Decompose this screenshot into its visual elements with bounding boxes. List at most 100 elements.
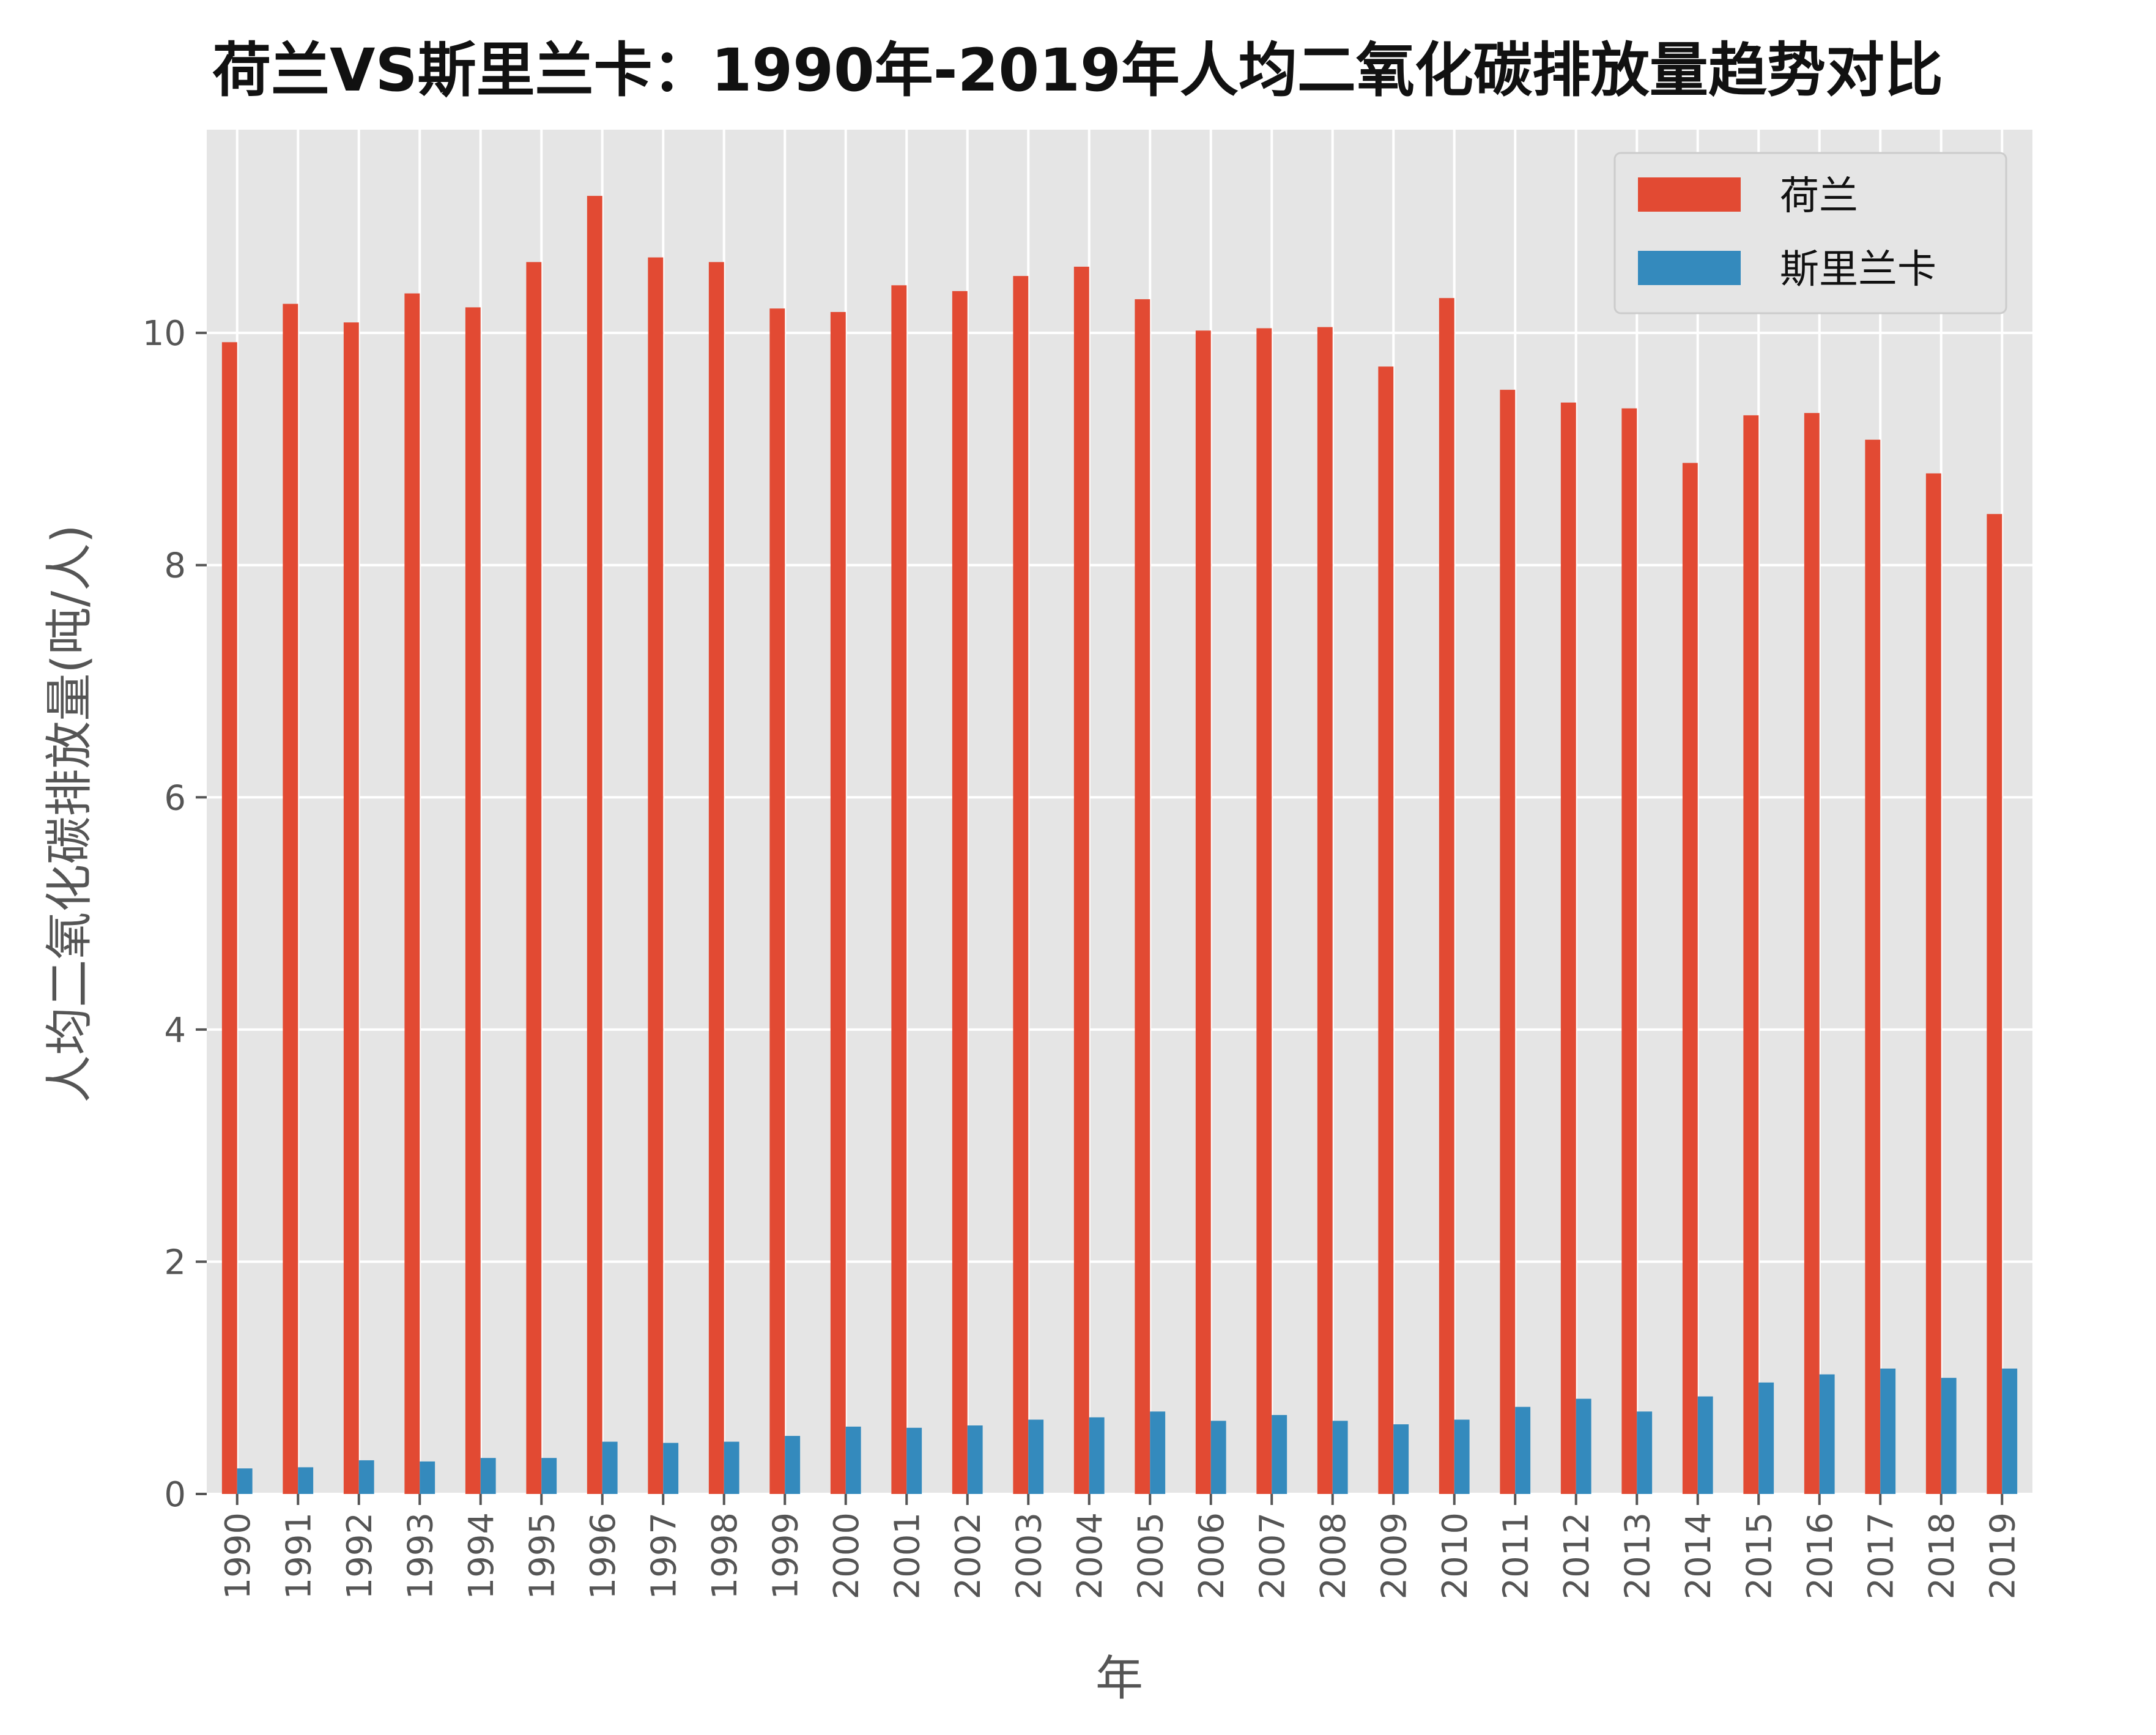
- bar-netherlands-2006: [1195, 330, 1211, 1494]
- legend-label-sri-lanka: 斯里兰卡: [1780, 247, 1936, 292]
- bar-sri-lanka-2014: [1697, 1396, 1713, 1494]
- bar-netherlands-1991: [283, 303, 298, 1494]
- x-tick-label: 2007: [1253, 1512, 1292, 1600]
- x-axis-label: 年: [1095, 1651, 1143, 1706]
- bar-sri-lanka-2019: [2002, 1369, 2018, 1494]
- y-tick-label: 6: [164, 778, 186, 818]
- bar-sri-lanka-1996: [602, 1441, 618, 1494]
- bar-netherlands-2000: [830, 311, 846, 1494]
- bar-sri-lanka-2013: [1637, 1411, 1653, 1494]
- x-tick-label: 2008: [1314, 1512, 1354, 1600]
- y-tick-label: 2: [164, 1243, 186, 1282]
- x-tick-label: 1991: [279, 1512, 319, 1600]
- y-tick-label: 10: [143, 314, 186, 354]
- bar-netherlands-2005: [1135, 299, 1150, 1494]
- chart-title: 荷兰VS斯里兰卡：1990年-2019年人均二氧化碳排放量趋势对比: [212, 36, 1943, 105]
- bar-sri-lanka-1992: [358, 1460, 374, 1494]
- bar-netherlands-2002: [952, 291, 968, 1495]
- bar-netherlands-1992: [343, 322, 359, 1494]
- bar-sri-lanka-1991: [298, 1467, 314, 1494]
- x-tick-label: 1995: [522, 1512, 562, 1600]
- bar-sri-lanka-2000: [845, 1426, 861, 1494]
- bar-sri-lanka-1998: [724, 1441, 739, 1494]
- x-tick-label: 1993: [401, 1512, 440, 1600]
- bar-sri-lanka-1994: [480, 1458, 496, 1494]
- x-tick-label: 2012: [1557, 1512, 1597, 1600]
- x-tick-label: 1994: [462, 1512, 502, 1600]
- x-axis-ticks: 1990 1991 1992 1993 1994 1995 1996 1997 1998 1999…: [218, 1494, 2023, 1600]
- x-tick-label: 2002: [949, 1512, 988, 1600]
- bar-netherlands-2010: [1439, 298, 1454, 1494]
- bar-netherlands-1997: [648, 257, 664, 1494]
- x-tick-label: 2003: [1009, 1512, 1049, 1600]
- bar-sri-lanka-2017: [1880, 1369, 1896, 1494]
- bar-netherlands-2015: [1743, 415, 1759, 1494]
- bar-netherlands-2009: [1378, 366, 1394, 1494]
- y-axis-label: 人均二氧化碳排放量(吨/人): [42, 524, 97, 1102]
- legend-swatch-netherlands: [1638, 177, 1741, 212]
- bar-netherlands-2017: [1865, 439, 1881, 1494]
- bar-sri-lanka-1995: [541, 1458, 557, 1494]
- bar-sri-lanka-2009: [1393, 1424, 1409, 1494]
- bar-sri-lanka-2016: [1819, 1374, 1835, 1494]
- bar-netherlands-2012: [1560, 403, 1576, 1494]
- bar-sri-lanka-2001: [906, 1427, 922, 1494]
- bar-sri-lanka-1990: [237, 1468, 253, 1494]
- bar-sri-lanka-2006: [1210, 1421, 1226, 1494]
- bar-netherlands-1994: [465, 307, 481, 1494]
- x-tick-label: 2019: [1983, 1512, 2023, 1600]
- bar-sri-lanka-2007: [1272, 1414, 1287, 1494]
- bar-sri-lanka-1999: [785, 1436, 801, 1494]
- bar-netherlands-2013: [1621, 408, 1637, 1494]
- plot-area: [207, 130, 2032, 1494]
- bar-sri-lanka-2010: [1454, 1419, 1470, 1494]
- y-tick-label: 4: [164, 1011, 186, 1050]
- x-tick-label: 2006: [1192, 1512, 1232, 1600]
- bar-sri-lanka-1997: [663, 1443, 679, 1494]
- bar-netherlands-2019: [1987, 514, 2002, 1494]
- bar-netherlands-2001: [891, 285, 907, 1494]
- x-tick-label: 1990: [218, 1512, 258, 1600]
- x-tick-label: 1999: [766, 1512, 806, 1600]
- x-tick-label: 1997: [644, 1512, 684, 1600]
- x-tick-label: 2016: [1801, 1512, 1840, 1600]
- bar-sri-lanka-2015: [1758, 1382, 1774, 1494]
- x-tick-label: 2011: [1496, 1512, 1536, 1600]
- x-tick-label: 2000: [827, 1512, 867, 1600]
- bar-sri-lanka-1993: [420, 1461, 435, 1494]
- x-tick-label: 2014: [1679, 1512, 1719, 1600]
- bar-netherlands-1998: [708, 262, 724, 1495]
- bar-sri-lanka-2018: [1941, 1378, 1957, 1494]
- x-tick-label: 2001: [887, 1512, 927, 1600]
- legend-label-netherlands: 荷兰: [1780, 174, 1858, 219]
- bar-netherlands-1999: [769, 308, 785, 1494]
- bar-netherlands-2016: [1804, 413, 1820, 1495]
- bar-sri-lanka-2004: [1089, 1417, 1105, 1494]
- x-tick-label: 1996: [583, 1512, 623, 1600]
- legend-swatch-sri-lanka: [1638, 251, 1741, 285]
- x-tick-label: 2015: [1739, 1512, 1779, 1600]
- y-tick-label: 8: [164, 546, 186, 586]
- legend: 荷兰 斯里兰卡: [1613, 152, 2007, 314]
- y-axis-ticks: 0 2 4 6 8 10: [143, 314, 207, 1515]
- x-tick-label: 1998: [705, 1512, 745, 1600]
- y-tick-label: 0: [164, 1475, 186, 1515]
- x-tick-label: 2004: [1070, 1512, 1110, 1600]
- bar-netherlands-1995: [526, 262, 542, 1495]
- bar-sri-lanka-2003: [1028, 1419, 1044, 1494]
- bar-sri-lanka-2008: [1332, 1421, 1348, 1494]
- x-tick-label: 2010: [1435, 1512, 1475, 1600]
- x-tick-label: 2017: [1861, 1512, 1901, 1600]
- bar-sri-lanka-2005: [1150, 1411, 1166, 1494]
- bar-sri-lanka-2012: [1576, 1399, 1591, 1494]
- bar-netherlands-2004: [1073, 266, 1089, 1494]
- bar-netherlands-2011: [1500, 390, 1516, 1494]
- bars: [221, 196, 2018, 1495]
- x-tick-label: 1992: [340, 1512, 380, 1600]
- x-tick-label: 2009: [1374, 1512, 1414, 1600]
- bar-sri-lanka-2011: [1515, 1406, 1531, 1494]
- x-tick-label: 2005: [1131, 1512, 1171, 1600]
- bar-netherlands-2014: [1682, 463, 1698, 1494]
- bar-netherlands-1993: [404, 293, 420, 1495]
